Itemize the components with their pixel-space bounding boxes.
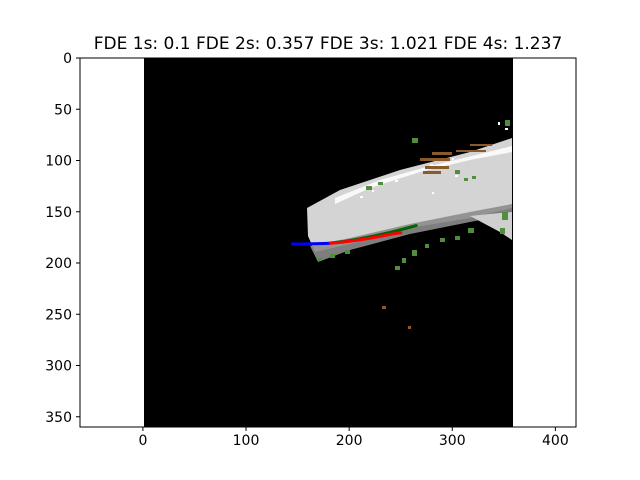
chart-title: FDE 1s: 0.1 FDE 2s: 0.357 FDE 3s: 1.021 …	[94, 34, 563, 54]
plot-area	[79, 57, 577, 428]
trajectory-line-1	[290, 241, 333, 246]
road-upper-edge	[335, 146, 512, 204]
y-tick-label: 0	[63, 51, 72, 67]
x-tick-label: 0	[138, 433, 147, 449]
structure	[382, 144, 492, 329]
x-tick-label: 100	[233, 433, 260, 449]
road-shadow	[310, 204, 512, 262]
axes-frame	[79, 57, 577, 428]
y-tick-label: 350	[45, 410, 72, 426]
y-tick-label: 300	[45, 359, 72, 375]
x-tick-label: 300	[439, 433, 466, 449]
y-tick-label: 150	[45, 205, 72, 221]
vegetation	[318, 120, 510, 270]
y-tick-label: 250	[45, 307, 72, 323]
road-surface	[307, 138, 512, 252]
series-layer	[290, 224, 418, 246]
y-axis: 0 50 100 150 200 250 300 350	[45, 51, 80, 426]
y-tick-label: 200	[45, 256, 72, 272]
x-axis: 0 100 200 300 400	[138, 427, 569, 449]
x-tick-label: 400	[542, 433, 569, 449]
trajectory-line-3	[329, 231, 403, 245]
y-tick-label: 100	[45, 154, 72, 170]
y-tick-label: 50	[54, 102, 72, 118]
x-tick-label: 200	[336, 433, 363, 449]
